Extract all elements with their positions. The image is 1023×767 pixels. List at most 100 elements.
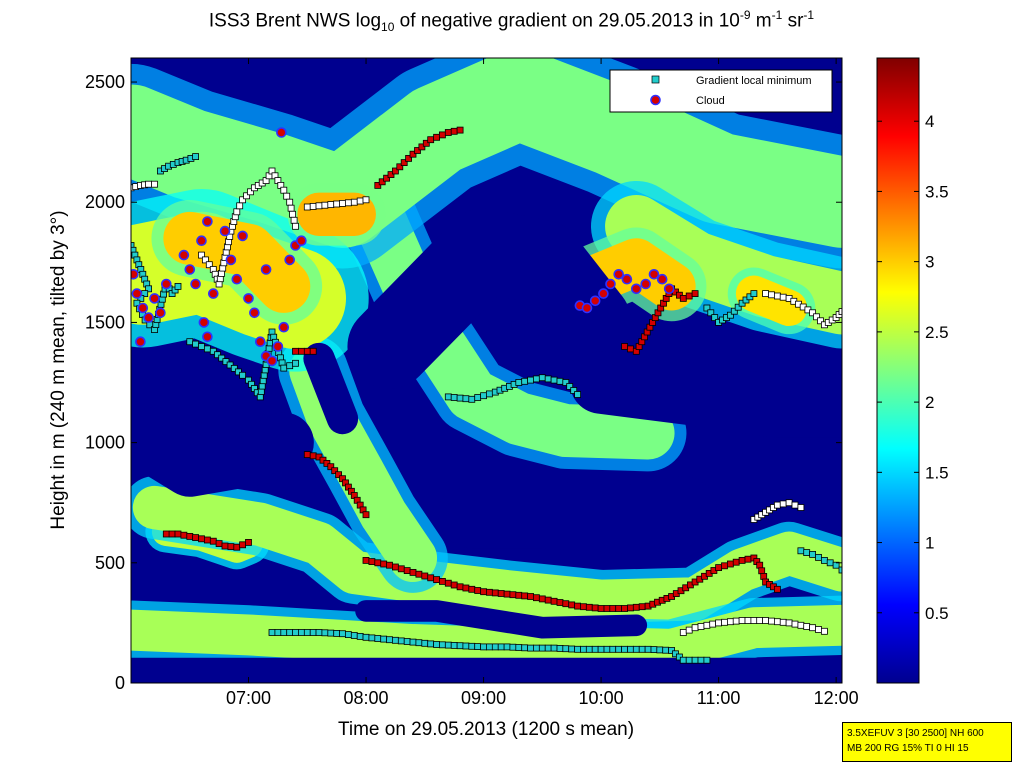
gradient-minimum-marker [732, 617, 740, 625]
gradient-minimum-marker [832, 561, 840, 569]
gradient-minimum-marker [290, 216, 298, 224]
gradient-minimum-marker [650, 646, 658, 653]
gradient-minimum-marker [791, 501, 799, 509]
gradient-minimum-marker [632, 645, 640, 653]
cloud-series [131, 127, 675, 367]
gradient-minimum-marker [433, 641, 441, 648]
gradient-minimum-marker [574, 645, 581, 653]
gradient-minimum-marker [335, 471, 343, 479]
gradient-minimum-marker [556, 645, 564, 652]
gradient-minimum-marker [638, 645, 646, 653]
gradient-minimum-marker [727, 560, 734, 568]
cloud-marker [131, 269, 139, 280]
gradient-minimum-marker [838, 566, 842, 574]
gradient-minimum-marker [609, 605, 617, 612]
gradient-minimum-marker [289, 210, 297, 218]
colorbar-tick-label: 0.5 [925, 604, 949, 623]
cloud-marker [208, 288, 219, 299]
gradient-minimum-marker [233, 208, 241, 216]
gradient-minimum-marker [215, 540, 223, 547]
gradient-minimum-marker [427, 574, 435, 582]
x-tick-label: 11:00 [697, 688, 741, 708]
gradient-minimum-marker [509, 591, 517, 599]
cloud-marker [161, 278, 172, 290]
gradient-minimum-marker [309, 452, 317, 460]
cloud-marker [198, 317, 210, 328]
gradient-minimum-marker [503, 590, 511, 598]
gradient-minimum-marker [515, 379, 523, 386]
gradient-minimum-marker [168, 530, 176, 538]
gradient-minimum-marker [203, 536, 211, 544]
gradient-minimum-marker [247, 188, 254, 196]
x-axis-label: Time on 29.05.2013 (1200 s mean) [338, 719, 634, 740]
gradient-minimum-marker [397, 637, 405, 645]
colorbar-tick-label: 2 [925, 393, 934, 412]
gradient-minimum-marker [415, 570, 423, 578]
gradient-minimum-marker [568, 645, 576, 653]
gradient-minimum-marker [785, 499, 793, 507]
gradient-minimum-marker [422, 139, 430, 147]
gradient-minimum-marker [283, 192, 291, 200]
gradient-minimum-marker [362, 557, 370, 564]
gradient-minimum-marker [497, 590, 505, 597]
gradient-minimum-marker [380, 560, 388, 568]
cloud-marker [231, 273, 243, 285]
gradient-minimum-marker [515, 644, 523, 651]
gradient-minimum-marker [297, 629, 305, 636]
gradient-minimum-marker [368, 558, 376, 565]
gradient-minimum-marker [533, 375, 540, 383]
gradient-minimum-marker [145, 285, 153, 293]
gradient-minimum-marker [774, 501, 781, 509]
gradient-minimum-marker [609, 645, 617, 653]
gradient-minimum-marker [309, 629, 317, 636]
cloud-marker [143, 312, 154, 323]
gradient-minimum-marker [456, 583, 464, 591]
gradient-minimum-marker [750, 290, 758, 298]
cloud-marker [605, 278, 616, 290]
gradient-minimum-marker [198, 535, 205, 543]
gradient-minimum-marker [691, 290, 699, 298]
heatmap-band [735, 275, 808, 327]
gradient-minimum-marker [245, 539, 252, 546]
gradient-minimum-marker [826, 559, 834, 567]
gradient-minimum-marker [131, 242, 135, 249]
gradient-minimum-marker [591, 604, 599, 612]
gradient-minimum-marker [292, 629, 299, 636]
gradient-minimum-marker [397, 565, 405, 573]
cloud-marker [266, 355, 278, 367]
gradient-minimum-marker [550, 376, 558, 384]
gradient-minimum-marker [785, 619, 793, 627]
gradient-minimum-marker [450, 642, 458, 649]
gradient-minimum-marker [762, 290, 769, 298]
gradient-minimum-marker [732, 558, 740, 566]
gradient-minimum-marker [444, 641, 452, 649]
gradient-minimum-marker [615, 605, 623, 612]
cloud-marker [260, 264, 272, 275]
gradient-minimum-marker [744, 617, 752, 624]
gradient-minimum-marker [450, 394, 458, 401]
y-axis-label: Height in m (240 m mean, tilted by 3°) [48, 210, 69, 529]
x-tick-label: 08:00 [344, 688, 389, 708]
gradient-minimum-marker [685, 292, 693, 300]
colorbar-ticks: 0.5 1 1.5 2 2.5 3 3.5 4 [877, 112, 949, 623]
gradient-minimum-marker [632, 603, 640, 611]
gradient-minimum-marker [297, 347, 305, 355]
gradient-minimum-marker [756, 617, 764, 624]
gradient-minimum-marker [527, 376, 534, 384]
gradient-minimum-marker [679, 656, 687, 664]
colorbar-tick-label: 3.5 [925, 182, 949, 201]
heatmap-low-region [303, 342, 359, 435]
legend-marker-cloud [650, 94, 661, 106]
gradient-minimum-marker [391, 636, 399, 644]
gradient-minimum-marker [274, 629, 282, 636]
gradient-minimum-marker [679, 629, 687, 636]
gradient-minimum-marker [180, 531, 188, 539]
gradient-minimum-marker [562, 379, 570, 386]
gradient-minimum-marker [331, 467, 339, 475]
gradient-minimum-marker [734, 303, 742, 311]
gradient-minimum-marker [333, 630, 341, 637]
gradient-minimum-marker [400, 159, 408, 167]
y-tick-label: 2000 [85, 192, 125, 212]
gradient-minimum-marker [303, 347, 311, 355]
x-tick-label: 09:00 [461, 688, 506, 708]
